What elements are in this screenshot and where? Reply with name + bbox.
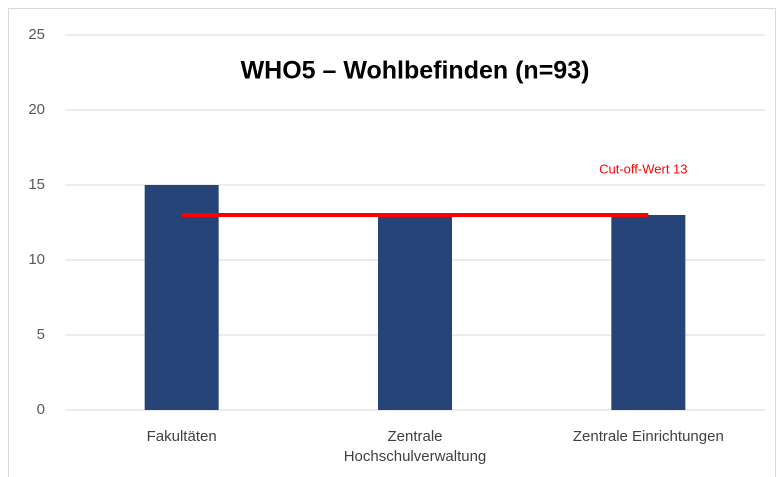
y-tick-label: 10: [28, 251, 45, 268]
chart-title: WHO5 – Wohlbefinden (n=93): [241, 57, 590, 85]
reference-label: Cut-off-Wert 13: [599, 161, 687, 176]
y-tick-label: 15: [28, 176, 45, 193]
y-tick-label: 20: [28, 101, 45, 118]
y-tick-label: 5: [37, 326, 45, 343]
x-tick-label: Fakultäten: [146, 428, 217, 445]
x-tick-label: Zentrale Hochschulverwaltung: [343, 428, 487, 465]
bar: [611, 215, 686, 410]
x-tick-label: Zentrale Einrichtungen: [572, 428, 724, 445]
chart-border: [8, 8, 776, 477]
y-tick-label: 25: [28, 26, 45, 43]
y-tick-label: 0: [37, 401, 45, 418]
bar: [378, 215, 452, 410]
bar: [144, 185, 219, 410]
